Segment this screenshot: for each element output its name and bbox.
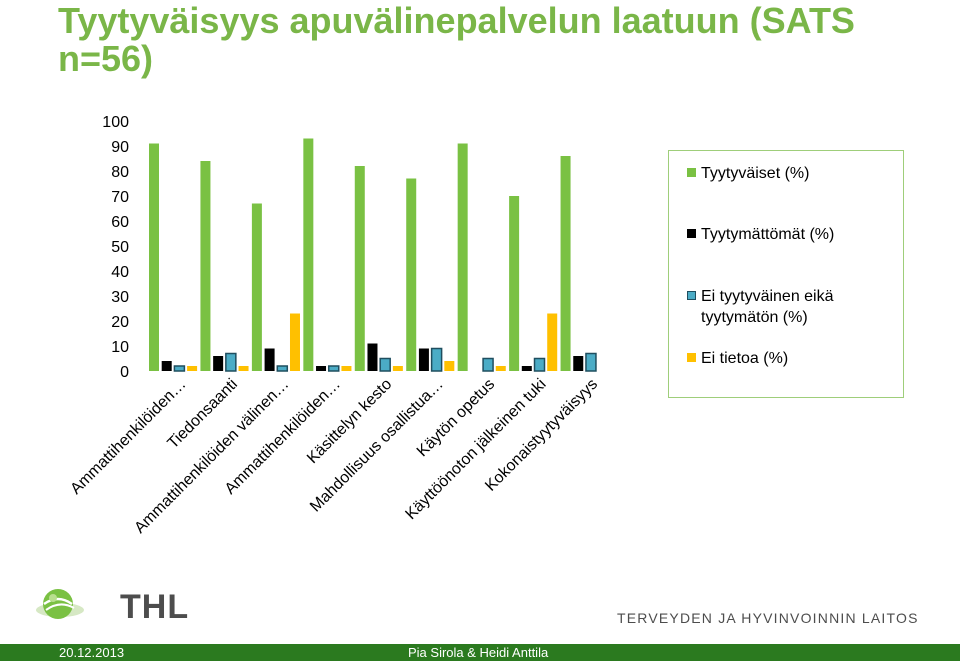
bar-series-3-cat-7: [547, 313, 558, 371]
legend-swatch-neutral: [687, 291, 696, 300]
bar-series-1-cat-0: [161, 361, 172, 371]
bar-series-3-cat-1: [238, 366, 249, 371]
bar-series-1-cat-3: [316, 366, 327, 371]
thl-globe-icon: [36, 589, 84, 619]
legend-item-satisfied: Tyytyväiset (%): [687, 163, 891, 184]
bar-series-2-cat-1: [225, 352, 237, 372]
bar-series-2-cat-8: [585, 352, 597, 372]
y-tick-label: 90: [111, 139, 129, 156]
y-tick-label: 100: [102, 114, 129, 131]
bar-series-2-cat-0: [173, 365, 186, 372]
legend-item-dissatisfied: Tyytymättömät (%): [687, 224, 891, 245]
slide-title: Tyytyväisyys apuvälinepalvelun laatuun (…: [58, 0, 855, 79]
bar-series-0-cat-2: [251, 203, 262, 371]
bar-series-0-cat-5: [406, 178, 417, 371]
y-tick-label: 0: [120, 364, 129, 381]
bar-series-0-cat-0: [149, 143, 159, 371]
bar-series-3-cat-0: [187, 366, 198, 371]
thl-logo: THL: [34, 586, 188, 628]
bar-series-1-cat-8: [573, 356, 584, 371]
y-tick-label: 50: [111, 239, 129, 256]
bar-series-0-cat-8: [560, 156, 571, 371]
bar-series-1-cat-7: [521, 366, 532, 371]
bar-series-0-cat-1: [200, 161, 211, 371]
legend-label-satisfied: Tyytyväiset (%): [701, 165, 810, 182]
y-tick-label: 60: [111, 214, 129, 231]
thl-logo-text: THL: [120, 588, 190, 626]
legend-label-no-info: Ei tietoa (%): [701, 350, 789, 367]
bar-series-2-cat-7: [533, 357, 546, 372]
organization-name: TERVEYDEN JA HYVINVOINNIN LAITOS: [617, 610, 919, 626]
y-tick-label: 70: [111, 189, 129, 206]
bar-series-3-cat-3: [341, 366, 352, 371]
bar-series-2-cat-2: [276, 365, 289, 372]
legend-label-dissatisfied: Tyytymättömät (%): [701, 226, 835, 243]
legend-label-neutral: Ei tyytyväinen eikä tyytymätön (%): [701, 288, 834, 326]
bar-series-2-cat-4: [379, 357, 391, 372]
bar-series-3-cat-2: [289, 313, 300, 371]
bar-series-2-cat-5: [430, 347, 443, 372]
bar-series-0-cat-4: [354, 166, 365, 371]
bar-series-3-cat-6: [495, 366, 506, 371]
footer-date: 20.12.2013: [59, 645, 125, 660]
bar-series-0-cat-6: [457, 143, 468, 371]
legend-swatch-no-info: [687, 353, 696, 362]
bar-series-1-cat-1: [213, 356, 224, 371]
chart-legend: Tyytyväiset (%) Tyytymättömät (%) Ei tyy…: [668, 150, 904, 398]
bar-series-1-cat-5: [418, 348, 429, 371]
legend-item-no-info: Ei tietoa (%): [687, 348, 891, 369]
bar-series-3-cat-5: [444, 361, 455, 371]
bar-series-1-cat-4: [367, 343, 378, 371]
y-tick-label: 30: [111, 289, 129, 306]
y-tick-label: 40: [111, 264, 129, 281]
footer-authors: Pia Sirola & Heidi Anttila: [408, 645, 549, 660]
bar-series-0-cat-3: [303, 138, 314, 371]
bar-chart: 0102030405060708090100Ammattihenkilöiden…: [67, 114, 601, 537]
y-tick-label: 20: [111, 314, 129, 331]
bar-series-3-cat-4: [392, 366, 403, 371]
legend-swatch-dissatisfied: [687, 229, 696, 238]
bar-series-2-cat-6: [482, 357, 494, 372]
legend-item-neutral: Ei tyytyväinen eikä tyytymätön (%): [687, 286, 891, 328]
legend-swatch-satisfied: [687, 168, 696, 177]
y-tick-label: 80: [111, 164, 129, 181]
footer-bar: 20.12.2013 Pia Sirola & Heidi Anttila: [0, 644, 960, 661]
bar-series-2-cat-3: [327, 365, 340, 372]
y-tick-label: 10: [111, 339, 129, 356]
bar-series-1-cat-2: [264, 348, 275, 371]
bar-series-0-cat-7: [509, 196, 520, 371]
